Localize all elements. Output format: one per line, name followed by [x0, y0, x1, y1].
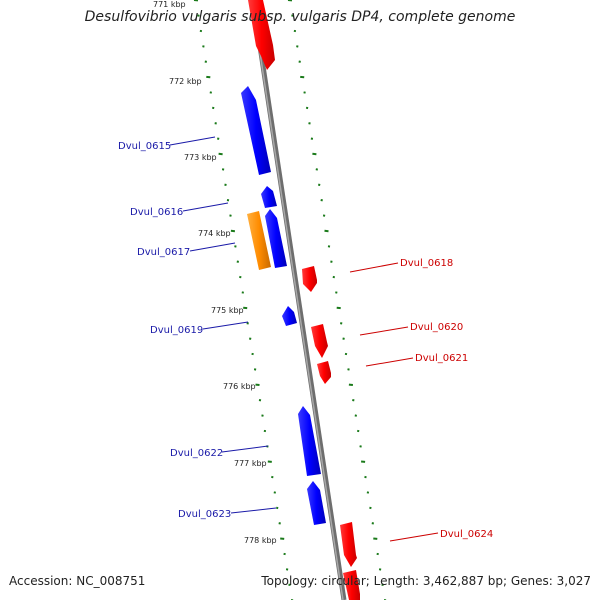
- gene-arrow-dvul-0623: [307, 481, 326, 525]
- gene-arrow-dvul-0619: [282, 306, 297, 326]
- genome-stats-text: Topology: circular; Length: 3,462,887 bp…: [261, 574, 591, 588]
- gene-label-dvul-0617[interactable]: Dvul_0617: [137, 247, 190, 258]
- gene-arrow-dvul-0617-overlap: [265, 209, 287, 268]
- gene-label-dvul-0620[interactable]: Dvul_0620: [410, 322, 463, 333]
- gene-label-dvul-0624[interactable]: Dvul_0624: [440, 529, 493, 540]
- gene-label-dvul-0615[interactable]: Dvul_0615: [118, 141, 171, 152]
- gene-label-dvul-0621[interactable]: Dvul_0621: [415, 353, 468, 364]
- right-gene-labels: [349, 262, 439, 542]
- leader-line: [359, 326, 409, 336]
- kbp-label: 772 kbp: [169, 77, 202, 86]
- leader-line: [389, 532, 439, 542]
- gene-arrow-dvul-0618: [302, 266, 317, 292]
- kbp-tick-labels: 771 kbp 772 kbp 773 kbp 774 kbp 775 kbp …: [153, 0, 277, 545]
- leader-line: [349, 262, 399, 273]
- kbp-label: 775 kbp: [211, 306, 244, 315]
- leader-line: [189, 242, 236, 252]
- kbp-label: 773 kbp: [184, 153, 217, 162]
- leader-line: [230, 507, 277, 514]
- gene-arrow-forward-bottom: [343, 570, 360, 600]
- gene-label-dvul-0623[interactable]: Dvul_0623: [178, 509, 231, 520]
- left-gene-labels: [169, 136, 277, 514]
- gene-arrow-dvul-0622: [298, 406, 321, 476]
- genome-backbone: [250, 0, 347, 600]
- kbp-label: 771 kbp: [153, 0, 186, 9]
- tick-dot-tracks: [193, 0, 387, 600]
- leader-line: [365, 357, 414, 367]
- kbp-label: 774 kbp: [198, 229, 231, 238]
- gene-label-dvul-0619[interactable]: Dvul_0619: [150, 325, 203, 336]
- gene-arrow-dvul-0624: [340, 522, 357, 567]
- gene-arrow-dvul-0620: [311, 324, 328, 358]
- gene-label-dvul-0616[interactable]: Dvul_0616: [130, 207, 183, 218]
- accession-text: Accession: NC_008751: [9, 574, 146, 588]
- gene-arrow-forward-top: [248, 0, 275, 70]
- gene-arrow-dvul-0616: [261, 186, 277, 208]
- leader-line: [202, 321, 249, 330]
- leader-line: [169, 136, 216, 146]
- kbp-label: 777 kbp: [234, 459, 267, 468]
- gene-arrow-dvul-0621: [317, 361, 331, 384]
- kbp-label: 778 kbp: [244, 536, 277, 545]
- kbp-label: 776 kbp: [223, 382, 256, 391]
- genome-backbone-highlight: [251, 0, 344, 600]
- genome-title: Desulfovibrio vulgaris subsp. vulgaris D…: [84, 9, 516, 25]
- gene-arrow-dvul-0617: [247, 211, 271, 270]
- gene-label-dvul-0622[interactable]: Dvul_0622: [170, 448, 223, 459]
- leader-line: [221, 445, 269, 453]
- leader-line: [182, 202, 229, 212]
- gene-arrow-dvul-0615: [241, 86, 271, 175]
- gene-label-dvul-0618[interactable]: Dvul_0618: [400, 258, 453, 269]
